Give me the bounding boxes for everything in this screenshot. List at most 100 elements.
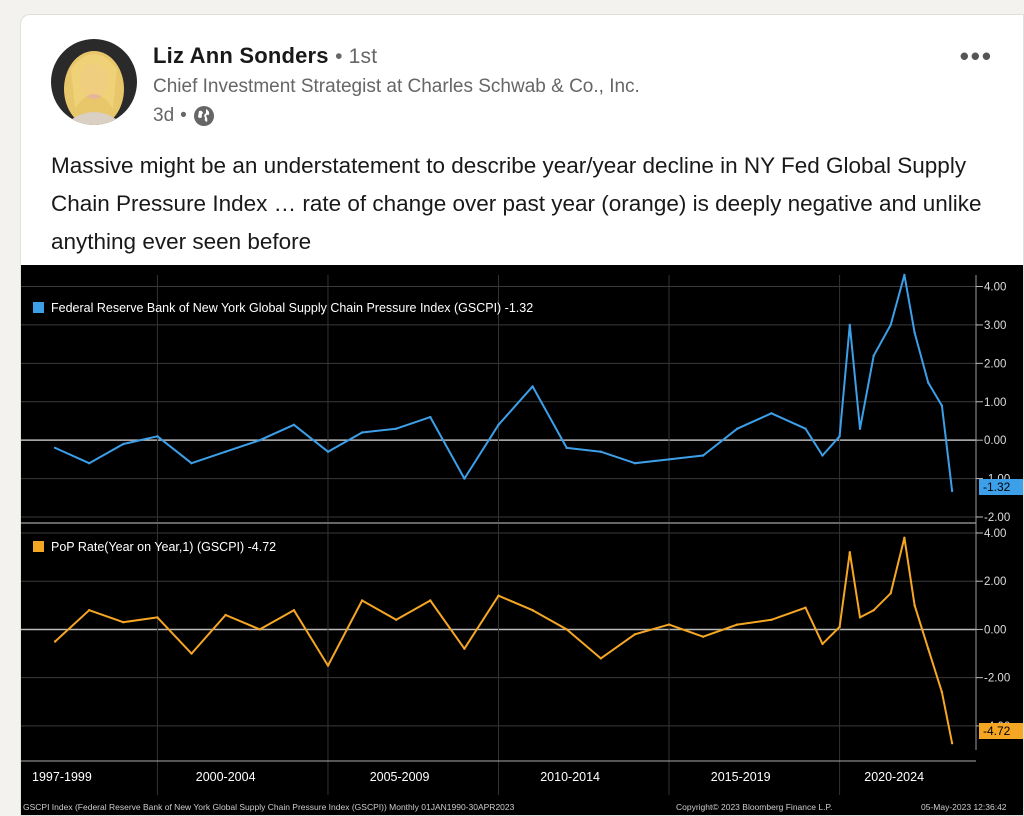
data-point: [156, 616, 159, 619]
data-point: [88, 609, 91, 612]
data-point: [224, 613, 227, 617]
data-point: [903, 273, 906, 277]
x-tick-label: 2010-2014: [540, 770, 600, 784]
data-point: [258, 628, 261, 631]
data-point: [940, 404, 944, 407]
x-tick-label: 1997-1999: [32, 770, 92, 784]
connection-degree: • 1st: [335, 45, 378, 68]
data-point: [821, 642, 824, 646]
data-point: [950, 742, 954, 745]
data-point: [667, 623, 671, 626]
data-point: [903, 536, 906, 539]
more-options-icon[interactable]: •••: [959, 41, 993, 71]
data-point: [497, 594, 500, 597]
data-point: [950, 489, 954, 493]
data-point: [565, 628, 568, 631]
author-avatar[interactable]: [51, 39, 137, 125]
feed-divider: [0, 0, 1024, 12]
data-point: [53, 640, 57, 643]
legend-orange: PoP Rate(Year on Year,1) (GSCPI) -4.72: [51, 540, 276, 554]
y-tick-label: 4.00: [984, 528, 1006, 540]
data-point: [292, 423, 296, 426]
data-point: [429, 599, 432, 602]
last-value-orange: -4.72: [983, 724, 1011, 738]
series-line-pop-rate: [54, 536, 954, 744]
data-point: [633, 462, 637, 465]
data-point: [701, 454, 705, 457]
data-point: [360, 431, 364, 434]
footer-timestamp: 05-May-2023 12:36:42: [921, 802, 1007, 812]
data-point: [565, 446, 568, 450]
data-point: [940, 690, 944, 694]
data-point: [872, 354, 875, 357]
data-point: [258, 439, 261, 442]
data-point: [224, 450, 227, 453]
data-point: [701, 635, 705, 638]
data-point: [667, 458, 671, 461]
data-point: [736, 427, 739, 430]
y-tick-label: 2.00: [984, 358, 1006, 370]
degree-text: 1st: [348, 45, 378, 68]
data-point: [326, 664, 330, 667]
last-value-badge-orange: [979, 723, 1023, 739]
y-tick-label: 0.00: [984, 624, 1006, 636]
legend-swatch-orange: [33, 541, 44, 552]
data-point: [531, 609, 534, 612]
data-point: [848, 323, 851, 327]
data-point: [395, 427, 398, 430]
globe-icon: [193, 106, 214, 126]
data-point: [821, 454, 824, 457]
data-point: [838, 435, 841, 438]
data-point: [927, 647, 930, 650]
data-point: [599, 657, 602, 660]
series-line-gscpi: [54, 274, 954, 492]
post-text: Massive might be an understatement to de…: [51, 153, 982, 254]
data-point: [913, 331, 916, 334]
data-point: [736, 623, 739, 626]
data-point: [872, 609, 875, 612]
post-time: 3d: [153, 105, 175, 126]
data-point: [770, 412, 773, 415]
data-point: [804, 427, 807, 430]
data-point: [122, 621, 125, 624]
y-tick-label: -2.00: [984, 512, 1010, 524]
data-point: [122, 442, 125, 446]
chart-image[interactable]: Federal Reserve Bank of New York Global …: [21, 265, 1023, 815]
data-point: [633, 633, 637, 636]
bloomberg-chart: Federal Reserve Bank of New York Global …: [21, 265, 1023, 815]
data-point: [804, 606, 807, 609]
x-tick-label: 2005-2009: [370, 770, 430, 784]
data-point: [88, 462, 91, 465]
x-tick-label: 2020-2024: [864, 770, 924, 784]
y-tick-label: 1.00: [984, 397, 1006, 409]
data-point: [889, 323, 892, 327]
author-name[interactable]: Liz Ann Sonders • 1st: [153, 43, 377, 69]
footer-source: GSCPI Index (Federal Reserve Bank of New…: [23, 802, 515, 812]
y-tick-label: 3.00: [984, 320, 1006, 332]
legend-swatch-blue: [33, 302, 44, 313]
y-tick-label: 2.00: [984, 576, 1006, 588]
data-point: [770, 618, 773, 621]
footer-copyright: Copyright© 2023 Bloomberg Finance L.P.: [676, 802, 832, 812]
meta-dot: •: [180, 105, 187, 126]
author-name-text[interactable]: Liz Ann Sonders: [153, 43, 329, 68]
data-point: [326, 450, 330, 453]
data-point: [463, 647, 466, 650]
feed-post-card: Liz Ann Sonders • 1st Chief Investment S…: [20, 14, 1024, 816]
data-point: [395, 618, 398, 621]
data-point: [889, 592, 892, 595]
data-point: [858, 616, 862, 619]
data-point: [913, 604, 916, 607]
author-headline: Chief Investment Strategist at Charles S…: [153, 76, 640, 97]
legend-blue: Federal Reserve Bank of New York Global …: [51, 301, 533, 315]
x-tick-label: 2000-2004: [196, 770, 256, 784]
data-point: [497, 423, 500, 426]
data-point: [190, 652, 193, 655]
data-point: [927, 381, 930, 384]
data-point: [53, 446, 57, 450]
data-point: [360, 599, 364, 602]
data-point: [599, 450, 602, 453]
x-tick-label: 2015-2019: [711, 770, 771, 784]
y-tick-label: 0.00: [984, 435, 1006, 447]
y-tick-label: -2.00: [984, 673, 1010, 685]
